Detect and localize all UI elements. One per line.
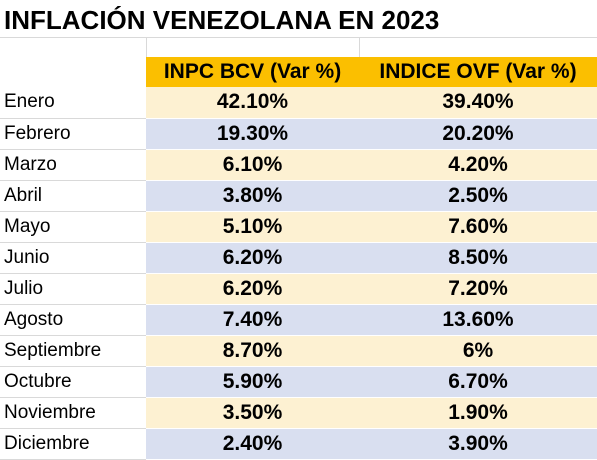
grid-line-top — [0, 37, 597, 38]
ovf-value-cell: 3.90% — [359, 428, 597, 460]
table-row: Enero 42.10% 39.40% — [0, 87, 597, 119]
inpc-value-cell: 7.40% — [146, 304, 359, 336]
inpc-value-cell: 5.90% — [146, 366, 359, 398]
grid-line-col1 — [146, 37, 147, 57]
ovf-value-cell: 6.70% — [359, 366, 597, 398]
month-cell: Marzo — [0, 149, 146, 181]
table-row: Marzo 6.10% 4.20% — [0, 149, 597, 181]
header-cell-month — [0, 57, 146, 87]
inpc-value-cell: 3.80% — [146, 180, 359, 212]
month-cell: Febrero — [0, 118, 146, 150]
month-cell: Abril — [0, 180, 146, 212]
ovf-value-cell: 13.60% — [359, 304, 597, 336]
inpc-value-cell: 5.10% — [146, 211, 359, 243]
header-cell-ovf: INDICE OVF (Var %) — [359, 57, 597, 87]
inpc-value-cell: 2.40% — [146, 428, 359, 460]
month-cell: Septiembre — [0, 335, 146, 367]
inpc-value-cell: 42.10% — [146, 87, 359, 119]
ovf-value-cell: 2.50% — [359, 180, 597, 212]
table-row: Agosto 7.40% 13.60% — [0, 304, 597, 336]
table-row: Abril 3.80% 2.50% — [0, 180, 597, 212]
ovf-value-cell: 7.20% — [359, 273, 597, 305]
month-cell: Agosto — [0, 304, 146, 336]
inpc-value-cell: 19.30% — [146, 118, 359, 150]
table-row: Diciembre 2.40% 3.90% — [0, 428, 597, 460]
ovf-value-cell: 20.20% — [359, 118, 597, 150]
table-row: Octubre 5.90% 6.70% — [0, 366, 597, 398]
table-row: Junio 6.20% 8.50% — [0, 242, 597, 274]
table-title: INFLACIÓN VENEZOLANA EN 2023 — [4, 5, 440, 35]
inpc-value-cell: 3.50% — [146, 397, 359, 429]
header-cell-inpc: INPC BCV (Var %) — [146, 57, 359, 87]
ovf-value-cell: 8.50% — [359, 242, 597, 274]
month-cell: Octubre — [0, 366, 146, 398]
ovf-value-cell: 7.60% — [359, 211, 597, 243]
ovf-value-cell: 39.40% — [359, 87, 597, 119]
month-cell: Diciembre — [0, 428, 146, 460]
inflation-table: INPC BCV (Var %) INDICE OVF (Var %) Ener… — [0, 57, 597, 460]
inpc-value-cell: 8.70% — [146, 335, 359, 367]
month-cell: Julio — [0, 273, 146, 305]
inpc-value-cell: 6.10% — [146, 149, 359, 181]
month-cell: Mayo — [0, 211, 146, 243]
inpc-value-cell: 6.20% — [146, 242, 359, 274]
ovf-value-cell: 6% — [359, 335, 597, 367]
table-row: Febrero 19.30% 20.20% — [0, 118, 597, 150]
month-cell: Junio — [0, 242, 146, 274]
header-row: INPC BCV (Var %) INDICE OVF (Var %) — [0, 57, 597, 87]
table-row: Julio 6.20% 7.20% — [0, 273, 597, 305]
table-row: Septiembre 8.70% 6% — [0, 335, 597, 367]
table-row: Noviembre 3.50% 1.90% — [0, 397, 597, 429]
grid-line-col2 — [359, 37, 360, 57]
ovf-value-cell: 4.20% — [359, 149, 597, 181]
month-cell: Noviembre — [0, 397, 146, 429]
ovf-value-cell: 1.90% — [359, 397, 597, 429]
table-row: Mayo 5.10% 7.60% — [0, 211, 597, 243]
month-cell: Enero — [0, 87, 146, 119]
table-body: Enero 42.10% 39.40% Febrero 19.30% 20.20% Marz… — [0, 87, 597, 460]
inpc-value-cell: 6.20% — [146, 273, 359, 305]
